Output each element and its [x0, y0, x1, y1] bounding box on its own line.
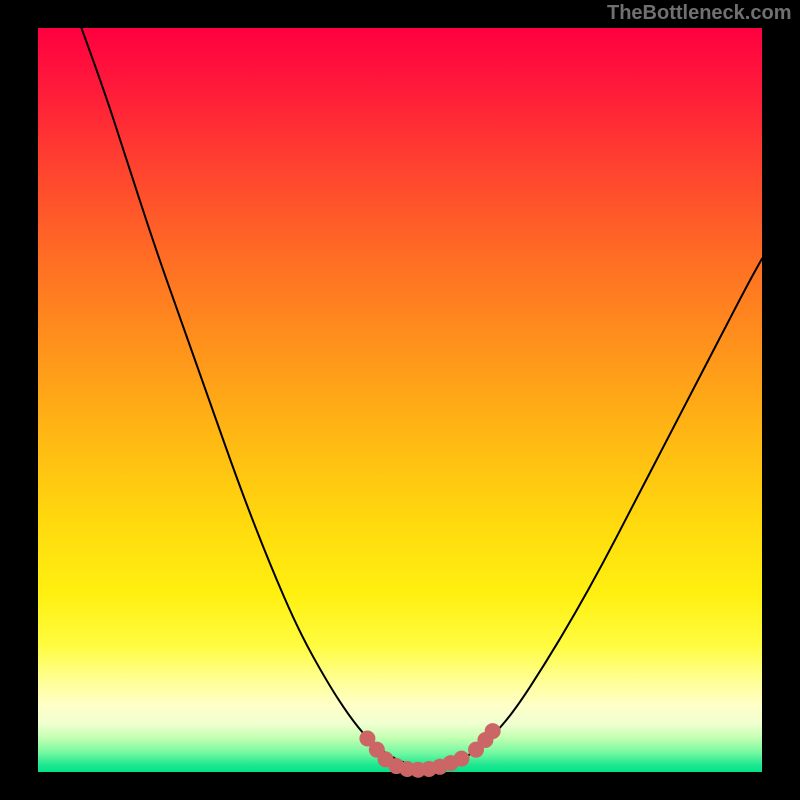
watermark-text: TheBottleneck.com	[607, 2, 791, 25]
plot-background	[38, 28, 762, 772]
curve-marker	[485, 723, 501, 739]
curve-marker	[454, 751, 470, 767]
outer-frame: TheBottleneck.com	[0, 0, 800, 800]
bottleneck-chart	[0, 0, 800, 800]
